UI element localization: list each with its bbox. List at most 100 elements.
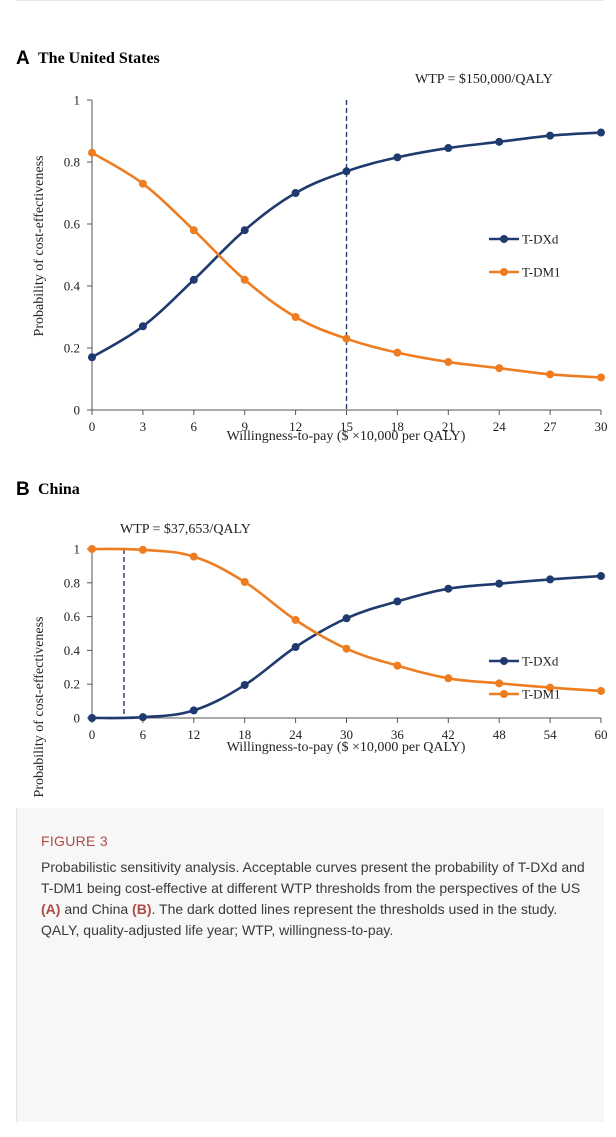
panel-b-plot: 0 0.2 0.4 0.6 0.8 1 0 6 12 18 24 30 36 42 48 54 60 T-DXd T…: [64, 542, 608, 743]
panel-a-x-axis-label: Willingness-to-pay ($ ×10,000 per QALY): [227, 429, 466, 444]
panel-a-data-point-t-dxd: [240, 226, 249, 235]
caption-text: Probabilistic sensitivity analysis. Acce…: [41, 857, 591, 941]
panel-a-data-point-t-dxd: [189, 275, 198, 284]
panel-a-data-point-t-dm1: [546, 370, 555, 379]
panel-b-data-point-t-dm1: [393, 661, 402, 670]
panel-a-x-tick-label: 0: [89, 419, 96, 434]
panel-a-data-point-t-dm1: [138, 179, 147, 188]
panel-a-letter: A: [16, 48, 30, 69]
panel-b-y-tick-label: 0.6: [64, 609, 81, 624]
panel-a-x-tick-label: 6: [191, 419, 198, 434]
panel-a-x-tick-label: 21: [442, 419, 455, 434]
panel-a-x-tick-label: 27: [544, 419, 558, 434]
panel-a-data-point-t-dxd: [138, 322, 147, 331]
caption-text-part-3: . The dark dotted lines represent the th…: [41, 901, 558, 938]
panel-b-data-point-t-dm1: [342, 644, 351, 653]
panel-a-y-tick-label: 0.6: [64, 217, 81, 232]
panel-a-x-tick-label: 9: [241, 419, 248, 434]
panel-b-y-tick-label: 0.4: [64, 643, 81, 658]
panel-b-data-point-t-dm1: [597, 686, 605, 695]
caption-bold-b: (B): [132, 901, 152, 917]
panel-b-y-tick-label: 0: [74, 711, 81, 726]
panel-b-x-tick-label: 42: [442, 727, 455, 742]
panel-b: B China WTP = $37,653/QALY Probability o…: [16, 479, 608, 797]
panel-a-data-point-t-dm1: [495, 364, 504, 373]
panel-b-y-axis-label: Probability of cost-effectiveness: [32, 617, 47, 798]
panel-b-data-point-t-dm1: [291, 615, 300, 624]
panel-a-y-axis-label: Probability of cost-effectiveness: [32, 156, 47, 337]
panel-a: A The United States WTP = $150,000/QALY …: [16, 48, 608, 444]
panel-a-data-point-t-dxd: [291, 189, 300, 197]
panel-a-y-tick-label: 0.4: [64, 279, 81, 294]
panel-b-y-tick-label: 0.8: [64, 575, 80, 590]
panel-a-x-tick-label: 3: [140, 419, 147, 434]
panel-a-y-tick-label: 0.8: [64, 155, 80, 170]
panel-a-data-point-t-dxd: [88, 353, 96, 362]
panel-a-data-point-t-dxd: [393, 153, 402, 162]
panel-a-data-point-t-dxd: [495, 137, 504, 146]
panel-b-data-point-t-dxd: [88, 714, 96, 722]
panel-b-data-point-t-dm1: [240, 577, 249, 586]
panel-a-x-tick-label: 12: [289, 419, 302, 434]
panel-b-x-tick-label: 12: [187, 727, 200, 742]
caption-bold-a: (A): [41, 901, 61, 917]
panel-b-data-point-t-dxd: [138, 713, 147, 722]
panel-a-wtp-label: WTP = $150,000/QALY: [415, 72, 553, 87]
panel-b-data-point-t-dm1: [189, 552, 198, 561]
panel-a-data-point-t-dm1: [240, 275, 249, 284]
panel-a-legend-marker-t-dm1: [500, 268, 508, 276]
caption-text-part-1: Probabilistic sensitivity analysis. Acce…: [41, 859, 585, 896]
panel-b-y-tick-label: 1: [74, 542, 81, 557]
panel-b-data-point-t-dm1: [495, 679, 504, 688]
panel-b-data-point-t-dm1: [138, 545, 147, 554]
panel-a-y-tick-label: 0.2: [64, 341, 80, 356]
panel-b-legend-label-t-dm1: T-DM1: [522, 687, 561, 702]
panel-b-data-point-t-dm1: [546, 683, 555, 692]
panel-b-data-point-t-dxd: [495, 579, 504, 588]
panel-b-legend-marker-t-dm1: [500, 690, 508, 698]
caption-label: FIGURE 3: [41, 833, 108, 849]
panel-b-x-tick-label: 36: [391, 727, 405, 742]
panel-a-data-point-t-dm1: [342, 334, 351, 343]
panel-a-x-tick-label: 30: [595, 419, 608, 434]
panel-b-legend-label-t-dxd: T-DXd: [522, 654, 559, 669]
panel-b-data-point-t-dm1: [444, 674, 453, 683]
panel-b-data-point-t-dxd: [597, 572, 605, 581]
panel-b-y-tick-label: 0.2: [64, 677, 80, 692]
panel-a-legend-label-t-dm1: T-DM1: [522, 265, 561, 280]
panel-a-data-point-t-dxd: [546, 131, 555, 140]
figure-caption: FIGURE 3 Probabilistic sensitivity analy…: [16, 808, 604, 1122]
panel-a-data-point-t-dxd: [597, 128, 605, 137]
panel-a-data-point-t-dm1: [189, 226, 198, 235]
caption-text-part-2: and China: [60, 901, 133, 917]
panel-a-y-tick-label: 0: [74, 403, 81, 418]
panel-b-data-point-t-dxd: [342, 614, 351, 623]
panel-a-plot: 0 0.2 0.4 0.6 0.8 1 0 3 6 9 12 15 18 21 24 27 30 T-DXd T-D…: [64, 93, 608, 435]
panel-a-data-point-t-dm1: [444, 357, 453, 366]
panel-a-legend-marker-t-dxd: [500, 235, 508, 243]
panel-b-data-point-t-dxd: [444, 584, 453, 593]
panel-b-data-point-t-dxd: [189, 706, 198, 715]
panel-a-data-point-t-dxd: [444, 144, 453, 153]
top-rule: [16, 0, 604, 1]
panel-a-x-tick-label: 18: [391, 419, 404, 434]
panel-b-data-point-t-dm1: [88, 545, 96, 553]
panel-b-data-point-t-dxd: [291, 643, 300, 652]
panel-b-x-tick-label: 60: [595, 727, 608, 742]
panel-a-x-tick-label: 15: [340, 419, 353, 434]
panel-a-data-point-t-dm1: [88, 148, 96, 157]
panel-b-x-tick-label: 30: [340, 727, 353, 742]
panel-b-letter: B: [16, 479, 30, 500]
panel-b-x-tick-label: 0: [89, 727, 96, 742]
panel-b-x-tick-label: 24: [289, 727, 303, 742]
panel-a-x-tick-label: 24: [493, 419, 507, 434]
panel-a-data-point-t-dxd: [342, 167, 351, 176]
panel-b-x-tick-label: 54: [544, 727, 558, 742]
panel-a-legend-label-t-dxd: T-DXd: [522, 232, 559, 247]
panel-b-x-axis-label: Willingness-to-pay ($ ×10,000 per QALY): [227, 740, 466, 755]
panel-a-title: The United States: [38, 50, 160, 67]
panel-a-data-point-t-dm1: [291, 313, 300, 321]
panel-a-data-point-t-dm1: [597, 373, 605, 382]
panel-b-data-point-t-dxd: [393, 597, 402, 606]
